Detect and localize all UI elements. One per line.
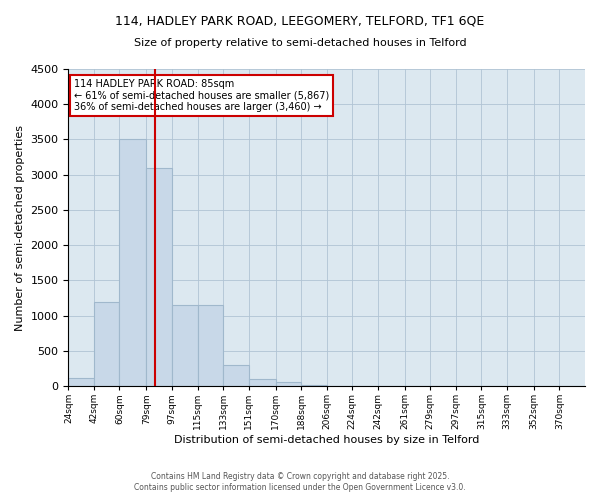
Bar: [301, 384, 327, 386]
X-axis label: Distribution of semi-detached houses by size in Telford: Distribution of semi-detached houses by …: [174, 435, 479, 445]
Bar: [68, 378, 94, 386]
Text: 114 HADLEY PARK ROAD: 85sqm
← 61% of semi-detached houses are smaller (5,867)
36: 114 HADLEY PARK ROAD: 85sqm ← 61% of sem…: [74, 78, 329, 112]
Bar: [172, 305, 197, 386]
Bar: [275, 382, 301, 386]
Text: 114, HADLEY PARK ROAD, LEEGOMERY, TELFORD, TF1 6QE: 114, HADLEY PARK ROAD, LEEGOMERY, TELFOR…: [115, 15, 485, 28]
Text: Contains HM Land Registry data © Crown copyright and database right 2025.
Contai: Contains HM Land Registry data © Crown c…: [134, 472, 466, 492]
Bar: [248, 378, 275, 386]
Bar: [223, 365, 248, 386]
Bar: [146, 168, 172, 386]
Bar: [119, 140, 146, 386]
Y-axis label: Number of semi-detached properties: Number of semi-detached properties: [15, 124, 25, 330]
Bar: [197, 305, 223, 386]
Text: Size of property relative to semi-detached houses in Telford: Size of property relative to semi-detach…: [134, 38, 466, 48]
Bar: [94, 302, 119, 386]
